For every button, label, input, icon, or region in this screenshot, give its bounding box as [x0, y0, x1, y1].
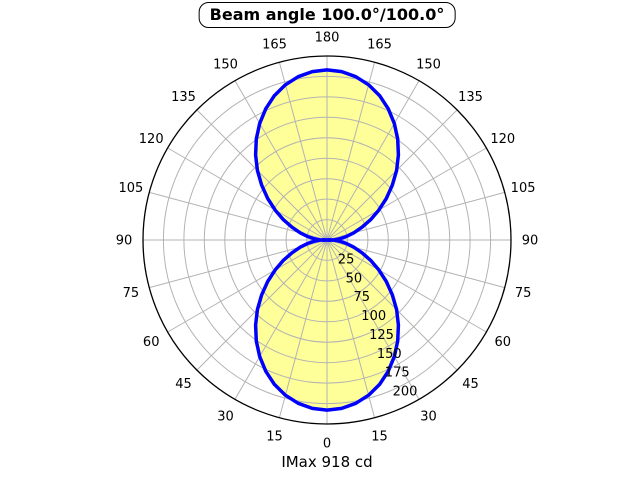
- angle-tick-label: 30: [420, 409, 437, 424]
- polar-grid-ring: [306, 219, 348, 261]
- angle-tick-label: 75: [123, 286, 140, 301]
- angle-tick-label: 0: [323, 437, 331, 452]
- polar-grid-ray: [326, 239, 376, 418]
- polar-grid-ray: [167, 239, 328, 333]
- polar-grid-ray: [196, 239, 328, 371]
- angle-tick-label: 165: [262, 37, 287, 52]
- r-tick-label: 100: [361, 309, 386, 324]
- polar-grid-ray: [234, 239, 328, 400]
- angle-tick-label: 90: [116, 234, 133, 249]
- polar-grid-ring: [224, 137, 430, 343]
- angle-tick-label: 45: [462, 377, 479, 392]
- angle-tick-label: 165: [367, 37, 392, 52]
- angle-tick-label: 135: [171, 90, 196, 105]
- polar-grid-ray: [326, 62, 376, 241]
- polar-grid-ray: [196, 109, 328, 241]
- r-tick-label: 25: [338, 252, 355, 267]
- imax-annotation: IMax 918 cd: [281, 453, 373, 471]
- polar-grid-ray: [278, 239, 328, 418]
- angle-tick-label: 150: [213, 58, 238, 73]
- angle-tick-label: 105: [511, 181, 536, 196]
- chart-title: Beam angle 100.0°/100.0°: [198, 2, 456, 28]
- polar-grid-ray: [326, 239, 458, 371]
- angle-tick-label: 45: [175, 377, 192, 392]
- polar-grid-ray: [326, 109, 458, 241]
- polar-grid-ray: [326, 80, 420, 241]
- angle-tick-label: 135: [458, 90, 483, 105]
- angle-tick-label: 120: [490, 132, 515, 147]
- angle-tick-label: 30: [217, 409, 234, 424]
- angle-tick-label: 105: [118, 181, 143, 196]
- beam-curve: [253, 68, 401, 412]
- polar-grid-ray: [326, 239, 487, 333]
- polar-grid-ring: [162, 75, 492, 405]
- polar-outer-circle: [142, 55, 512, 425]
- polar-grid-ray: [326, 239, 420, 400]
- polar-grid-ring: [244, 157, 410, 323]
- angle-tick-label: 60: [143, 335, 160, 350]
- angle-tick-label: 90: [522, 234, 539, 249]
- angle-tick-label: 15: [266, 430, 283, 445]
- angle-tick-label: 180: [315, 31, 340, 46]
- polar-grid-ring: [265, 178, 389, 302]
- r-tick-label: 150: [377, 347, 402, 362]
- r-tick-label: 125: [369, 328, 394, 343]
- polar-grid-ring: [203, 116, 451, 364]
- polar-grid-ring: [183, 96, 471, 384]
- r-tick-label: 200: [393, 385, 418, 400]
- r-tick-label: 75: [354, 290, 371, 305]
- angle-tick-label: 75: [515, 286, 532, 301]
- polar-grid-ray: [234, 80, 328, 241]
- r-tick-label: 175: [385, 366, 410, 381]
- angle-tick-label: 120: [139, 132, 164, 147]
- r-tick-label: 50: [346, 271, 363, 286]
- polar-grid-ring: [285, 198, 369, 282]
- angle-tick-label: 150: [416, 58, 441, 73]
- angle-tick-label: 15: [371, 430, 388, 445]
- polar-grid-ray: [167, 147, 328, 241]
- polar-grid-ray: [278, 62, 328, 241]
- angle-tick-label: 60: [495, 335, 512, 350]
- polar-grid-ray: [326, 147, 487, 241]
